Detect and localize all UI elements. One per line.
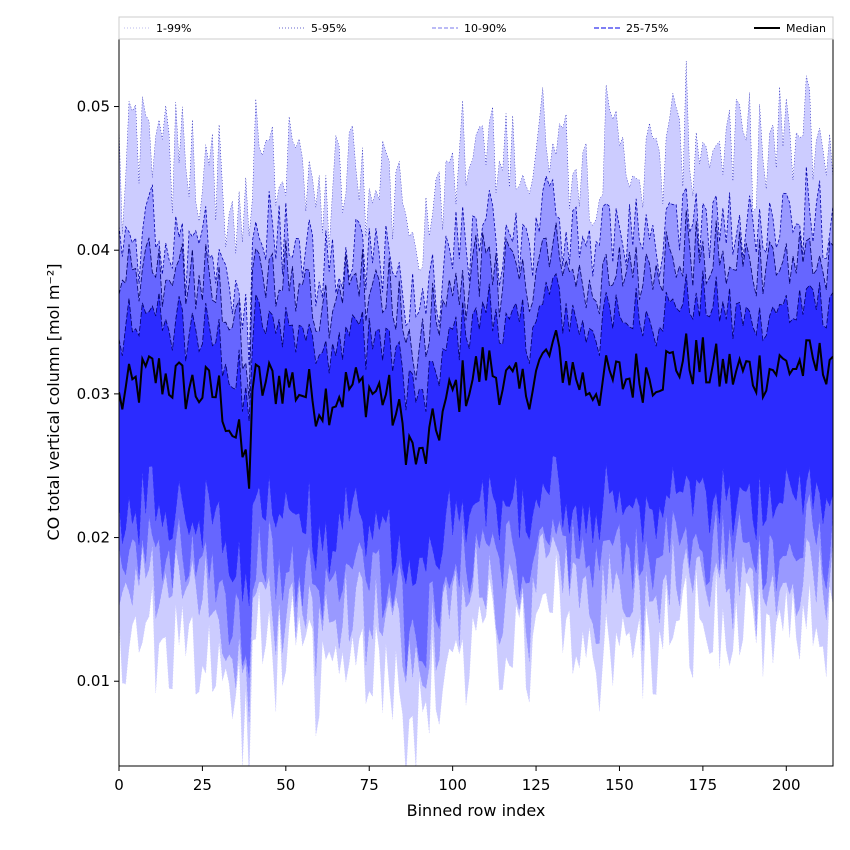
band-upper-line-1-99%	[119, 60, 833, 272]
legend-label: 25-75%	[626, 22, 668, 35]
legend: 1-99% 5-95% 10-90% 25-75% Median	[118, 16, 834, 40]
band-upper-line-25-75%	[119, 270, 833, 422]
y-tick-label: 0.02	[77, 529, 110, 547]
y-tick-label: 0.03	[77, 385, 110, 403]
plot-area	[119, 60, 833, 766]
y-tick-label: 0.01	[77, 672, 110, 690]
x-tick-label: 125	[522, 776, 551, 794]
legend-label: 10-90%	[464, 22, 506, 35]
band-lower-line-5-95%	[119, 532, 833, 723]
band-upper-line-10-90%	[119, 210, 833, 400]
x-tick-label: 25	[193, 776, 212, 794]
median-line	[119, 330, 833, 489]
x-tick-label: 75	[360, 776, 379, 794]
band-lower-line-10-90%	[119, 493, 833, 678]
band-lower-line-25-75%	[119, 455, 833, 606]
legend-label: 5-95%	[311, 22, 346, 35]
x-tick-label: 150	[605, 776, 634, 794]
y-tick-label: 0.04	[77, 241, 110, 259]
y-tick-label: 0.05	[77, 98, 110, 116]
x-tick-label: 100	[438, 776, 467, 794]
x-tick-label: 175	[689, 776, 718, 794]
legend-label: Median	[786, 22, 826, 35]
band-lower-line-1-99%	[119, 553, 833, 766]
bands-group	[119, 60, 833, 766]
x-tick-label: 0	[114, 776, 124, 794]
y-axis-label: CO total vertical column [mol m⁻²]	[44, 263, 63, 540]
x-tick-label: 50	[276, 776, 295, 794]
x-axis-label: Binned row index	[407, 801, 546, 820]
band-upper-line-5-95%	[119, 166, 833, 366]
band-25-75%	[119, 270, 833, 606]
legend-box	[118, 16, 834, 40]
x-tick-label: 200	[772, 776, 801, 794]
legend-label: 1-99%	[156, 22, 191, 35]
